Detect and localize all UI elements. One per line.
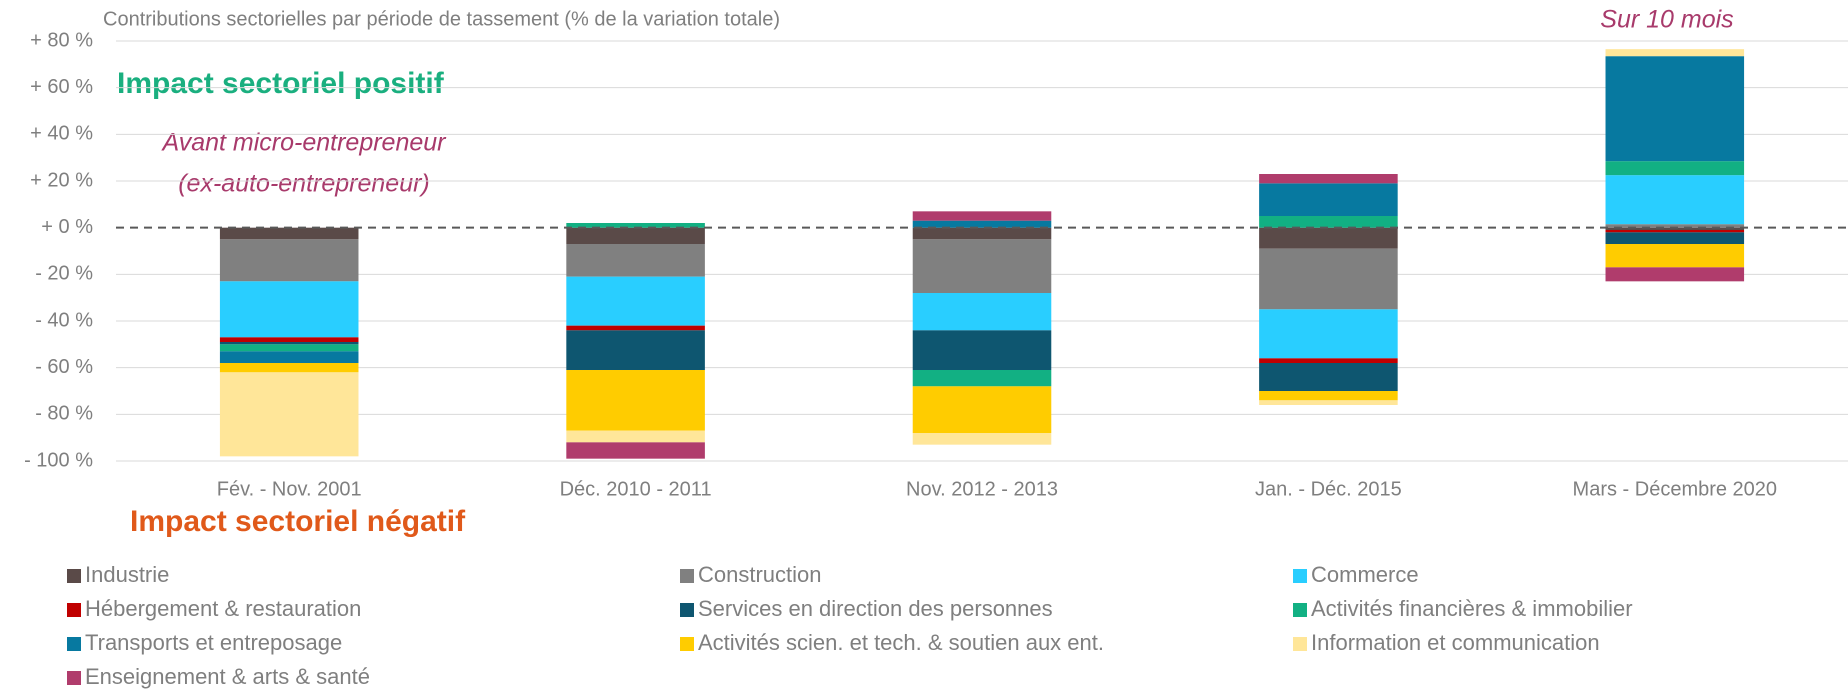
bar-segment [912,220,1052,228]
legend-label: Activités scien. et tech. & soutien aux … [698,630,1104,655]
annotation: Sur 10 mois [1600,6,1733,34]
bar-segment [219,281,359,338]
bar-segment [219,227,359,240]
bar-segment [1605,224,1745,228]
legend-label: Activités financières & immobilier [1311,596,1633,621]
bar-segment [566,442,705,459]
bar-segment [219,363,359,373]
bar-segment [1259,309,1398,359]
bar-segment [1259,216,1398,228]
bar-segment [566,330,705,370]
y-tick-label: + 60 % [30,76,93,98]
bar-segment [1259,400,1398,405]
bar-segment [219,342,359,345]
legend-swatch [680,637,694,651]
bar-segment [566,370,705,431]
legend-swatch [1293,603,1307,617]
y-tick-label: + 40 % [30,123,93,145]
bar-segment [219,351,359,363]
bar-segment [1605,267,1745,282]
legend-label: Services en direction des personnes [698,596,1053,621]
legend-swatch [67,569,81,583]
annotation: Impact sectoriel positif [117,67,445,100]
legend-label: Information et communication [1311,630,1600,655]
bar-segment [566,227,705,244]
bar-segment [1605,230,1745,233]
bar-segment [1259,391,1398,401]
legend-swatch [1293,569,1307,583]
legend-swatch [67,671,81,685]
bar-segment [1605,244,1745,268]
legend-swatch [1293,637,1307,651]
bar-segment [219,372,359,457]
y-tick-label: + 0 % [41,216,93,238]
y-tick-label: + 20 % [30,169,93,191]
bar-segment [219,337,359,342]
bar-segment [219,239,359,282]
annotation: Impact sectoriel négatif [130,505,466,538]
bar-segment [1259,174,1398,184]
bar-segment [1259,183,1398,216]
y-tick-label: - 20 % [35,263,93,285]
bar-segment [912,293,1052,331]
bar-segment [1605,49,1745,57]
bar-segment [566,276,705,326]
legend-swatch [680,569,694,583]
bar-segment [1259,363,1398,391]
bar-segment [1259,358,1398,363]
legend-label: Enseignement & arts & santé [85,664,370,689]
bar-segment [912,370,1052,387]
y-tick-label: - 80 % [35,403,93,425]
legend-label: Transports et entreposage [85,630,342,655]
legend-label: Commerce [1311,562,1419,587]
annotation: Avant micro-entrepreneur [160,129,447,157]
x-tick-label: Déc. 2010 - 2011 [560,478,712,500]
legend-label: Hébergement & restauration [85,596,361,621]
bar-segment [1605,56,1745,162]
bar-segment [1605,175,1745,225]
bar-segment [566,244,705,277]
bar-segment [1259,227,1398,249]
x-tick-label: Nov. 2012 - 2013 [906,478,1058,500]
legend-swatch [680,603,694,617]
bar-segment [219,344,359,352]
bar-segment [912,211,1052,221]
bar-segment [566,223,705,228]
x-tick-label: Mars - Décembre 2020 [1573,478,1778,500]
bar-segment [912,433,1052,445]
bar-segment [1605,232,1745,244]
y-tick-label: + 80 % [30,29,93,51]
bar-segment [912,227,1052,240]
bar-segment [566,325,705,331]
y-tick-label: - 100 % [24,449,93,471]
y-tick-label: - 60 % [35,356,93,378]
bar-segment [1259,248,1398,310]
bar-segment [1605,227,1745,230]
chart-title: Contributions sectorielles par période d… [103,8,780,30]
x-tick-label: Fév. - Nov. 2001 [217,478,362,500]
legend-label: Industrie [85,562,169,587]
bar-segment [912,239,1052,293]
bar-segment [566,430,705,443]
bar-segment [912,386,1052,433]
bar-segment [912,330,1052,370]
legend-swatch [67,637,81,651]
y-tick-label: - 40 % [35,309,93,331]
bar-segment [1605,161,1745,176]
x-tick-label: Jan. - Déc. 2015 [1255,478,1402,500]
legend-label: Construction [698,562,822,587]
annotation: (ex-auto-entrepreneur) [178,170,430,198]
legend-swatch [67,603,81,617]
